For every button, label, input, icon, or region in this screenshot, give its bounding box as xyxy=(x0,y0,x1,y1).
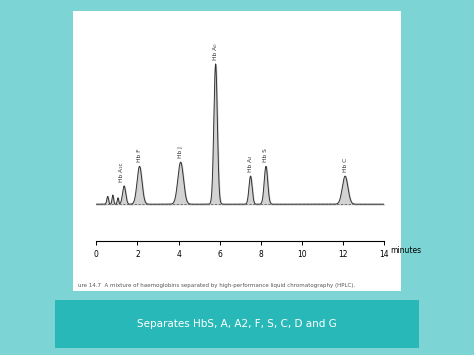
Text: Hb A₁c: Hb A₁c xyxy=(118,162,124,182)
Text: Hb A₂: Hb A₂ xyxy=(248,155,253,172)
Text: minutes: minutes xyxy=(391,246,421,255)
Text: Hb J: Hb J xyxy=(178,146,183,158)
Text: Separates HbS, A, A2, F, S, C, D and G: Separates HbS, A, A2, F, S, C, D and G xyxy=(137,319,337,329)
Text: Hb S: Hb S xyxy=(264,148,268,162)
Text: Hb C: Hb C xyxy=(343,158,347,172)
Text: Hb A₀: Hb A₀ xyxy=(213,43,218,60)
Text: ure 14.7  A mixture of haemoglobins separated by high-performance liquid chromat: ure 14.7 A mixture of haemoglobins separ… xyxy=(78,283,356,288)
Text: Hb F: Hb F xyxy=(137,149,142,162)
